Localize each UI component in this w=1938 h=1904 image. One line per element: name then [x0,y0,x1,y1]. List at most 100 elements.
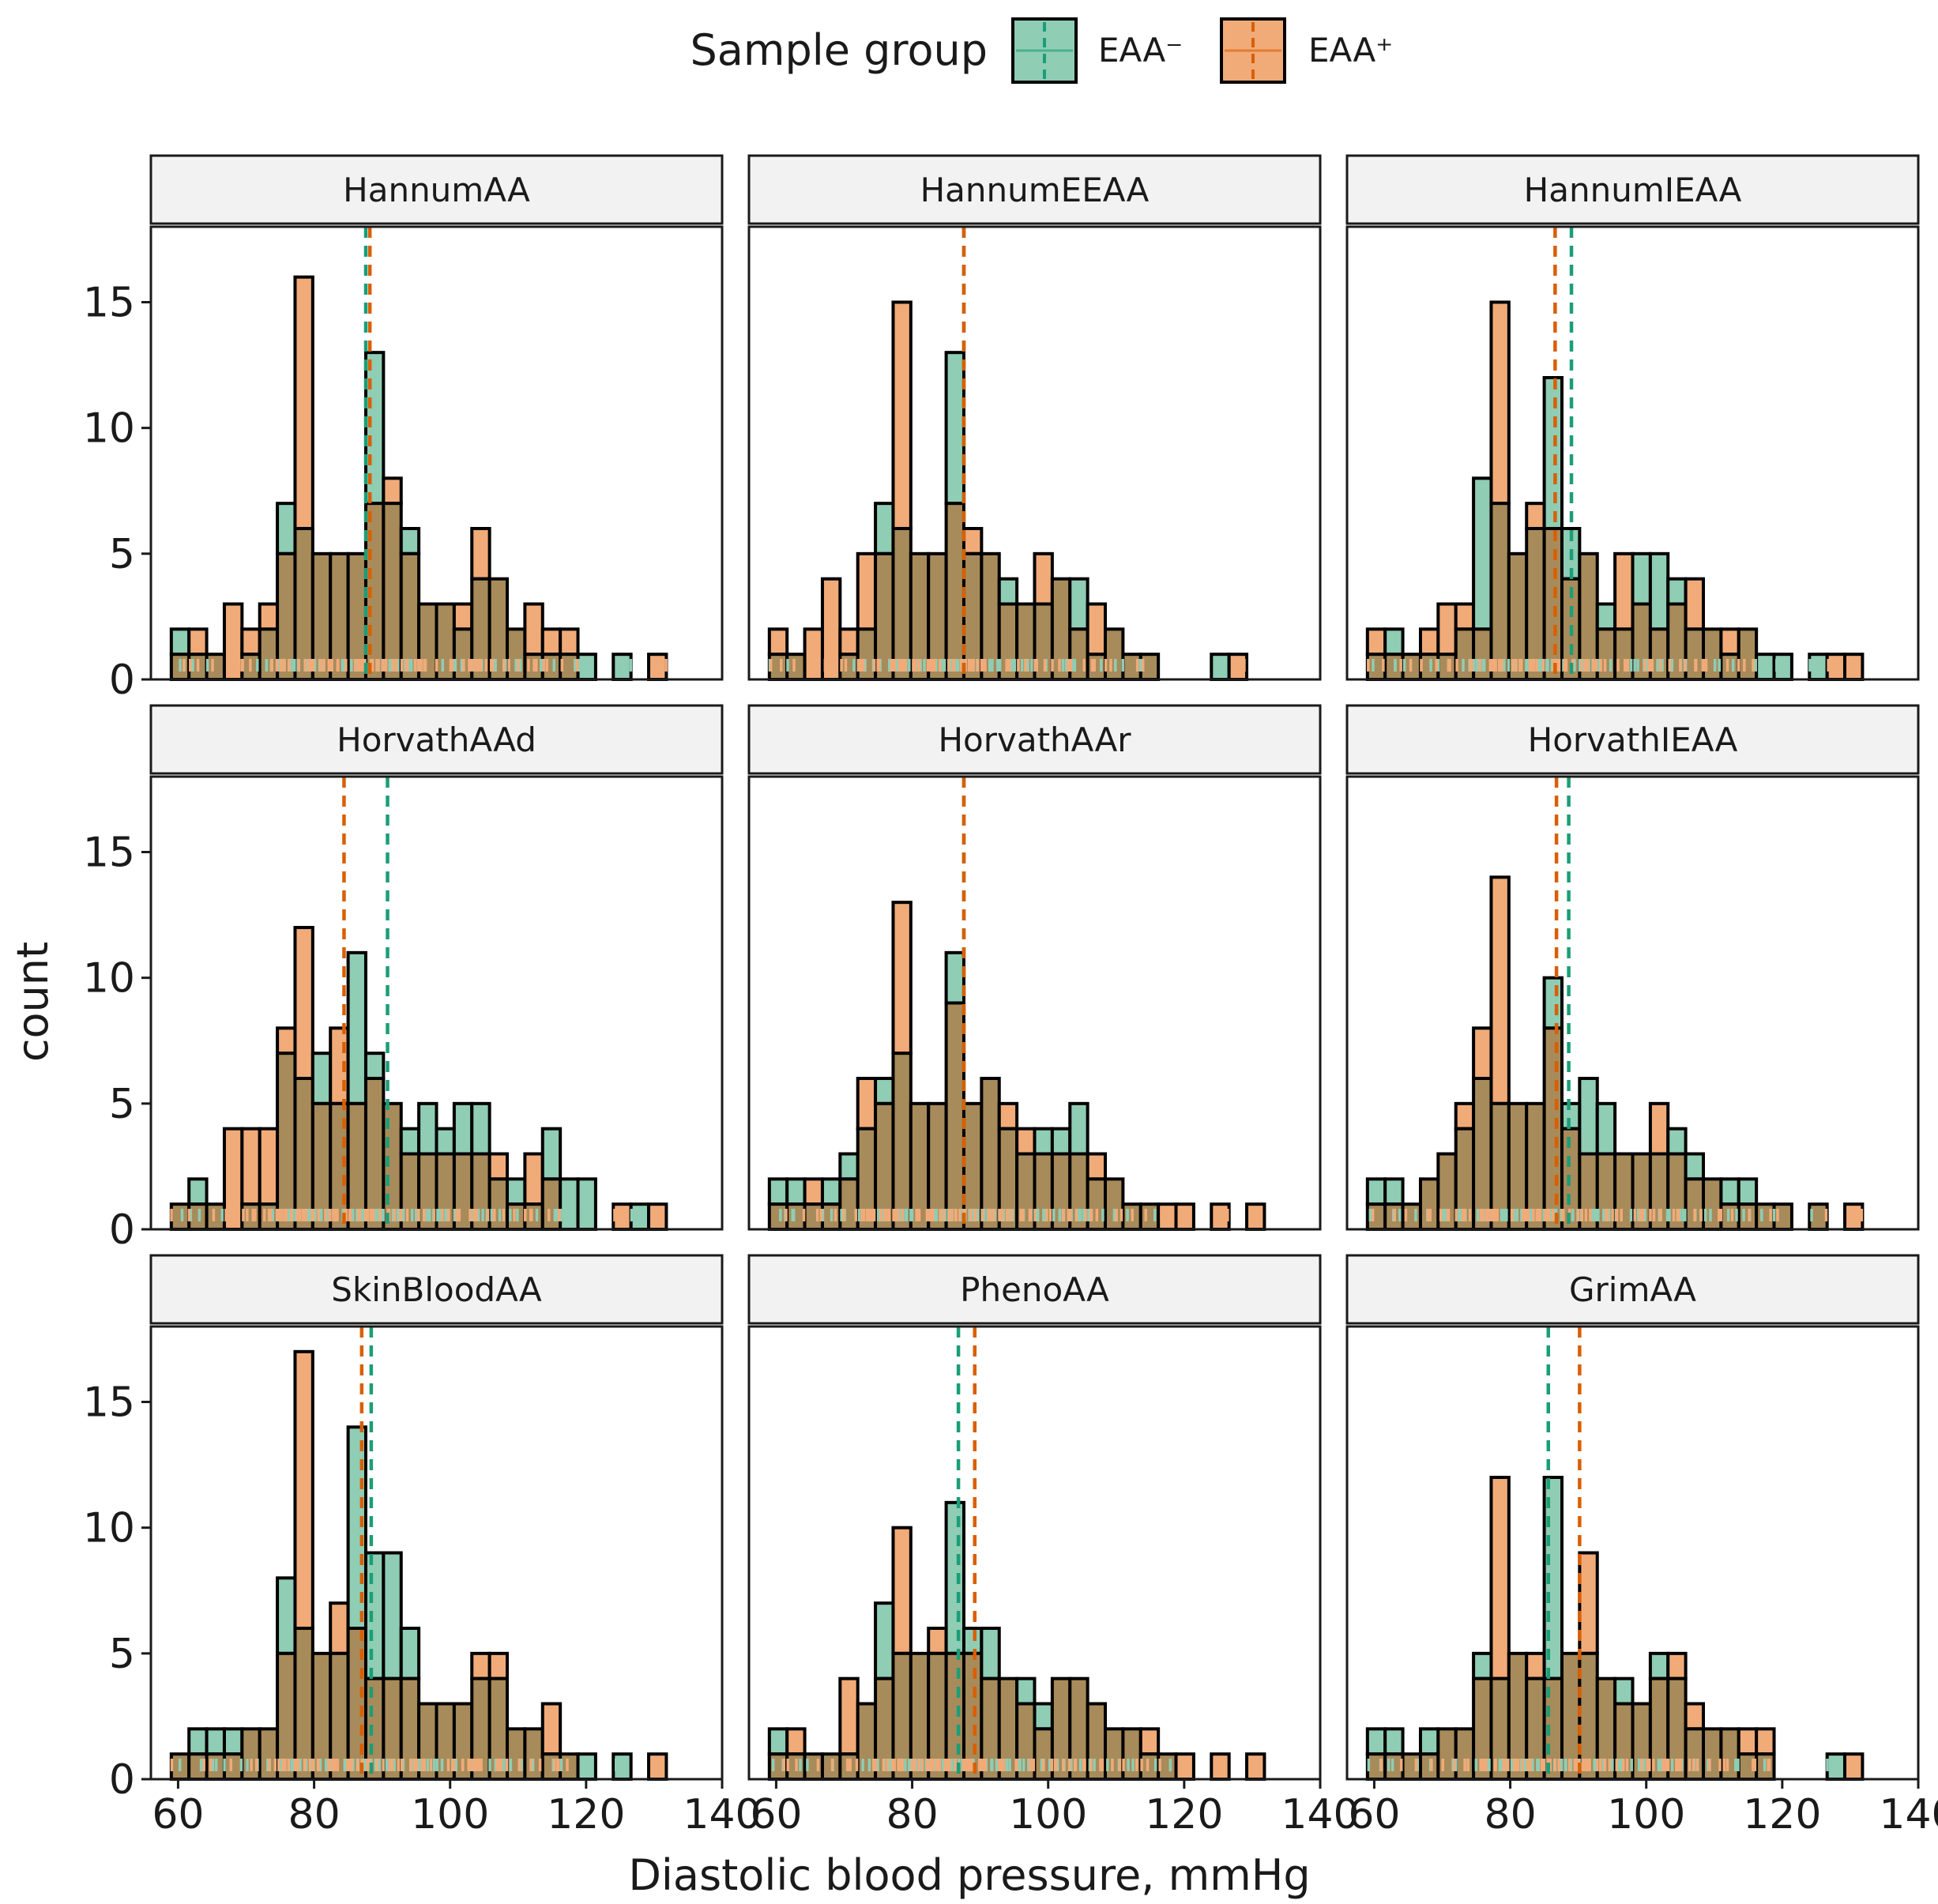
bar-eaa-neg-horvathaad-19 [506,1177,527,1206]
bar-eaa-neg-phenoaa-12 [980,1627,1001,1680]
bar-overlap-hannumaa-16 [452,627,474,681]
bar-overlap-horvathaar-10 [944,1001,965,1231]
y-tick-label-15: 15 [83,1379,135,1427]
panel-hannumeeaa: HannumEEAA [747,154,1322,682]
bar-eaa-pos-hannumeeaa-5 [856,551,878,631]
strip-horvathaar [747,704,1322,775]
bar-eaa-neg-hannumieaa-16 [1648,551,1670,631]
bar-overlap-grimaa-5 [1454,1727,1476,1781]
bar-overlap-grimaa-18 [1684,1727,1706,1781]
bar-eaa-neg-horvathieaa-13 [1595,1101,1617,1156]
strip-title-horvathaad: HorvathAAd [337,721,536,759]
bar-overlap-hannumieaa-7 [1489,502,1511,682]
bar-eaa-pos-skinbloodaa-9 [329,1601,350,1655]
bar-eaa-pos-phenoaa-4 [838,1676,860,1756]
bar-eaa-pos-skinbloodaa-21 [540,1702,563,1756]
bar-eaa-pos-horvathieaa-5 [1454,1101,1476,1131]
bar-eaa-neg-skinbloodaa-13 [399,1627,421,1680]
bar-eaa-pos-hannumeeaa-18 [1086,602,1108,657]
bar-eaa-neg-horvathaar-3 [820,1177,842,1206]
panel-border-phenoaa [747,1325,1322,1781]
bar-eaa-pos-hannumieaa-18 [1684,577,1706,631]
bar-eaa-neg-horvathaad-17 [470,1101,491,1156]
bar-eaa-pos-hannumaa-5 [258,602,280,631]
bar-overlap-horvathaar-19 [1104,1177,1125,1232]
panel-border-grimaa [1345,1325,1920,1781]
bar-eaa-pos-phenoaa-9 [927,1627,948,1655]
bar-eaa-neg-horvathieaa-18 [1684,1152,1706,1181]
x-axis-label: Diastolic blood pressure, mmHg [628,1850,1310,1900]
bar-eaa-pos-horvathaar-23 [1174,1202,1195,1231]
bar-eaa-pos-phenoaa-7 [891,1526,913,1655]
y-tick-label-5: 5 [109,1631,135,1678]
bar-eaa-neg-hannumeeaa-13 [997,577,1019,606]
bar-eaa-neg-horvathaad-13 [399,1127,421,1156]
bar-eaa-neg-skinbloodaa-12 [382,1551,403,1680]
bar-overlap-hannumieaa-21 [1737,627,1759,681]
bar-overlap-hannumaa-7 [293,527,314,681]
bar-overlap-horvathaad-6 [276,1052,297,1231]
x-tick-label-100: 100 [1009,1791,1087,1838]
bar-eaa-neg-phenoaa-14 [1015,1676,1037,1706]
bar-overlap-horvathaar-1 [785,1202,807,1231]
bar-overlap-horvathieaa-6 [1472,1077,1493,1231]
bar-eaa-pos-hannumieaa-9 [1525,502,1546,531]
bar-eaa-pos-skinbloodaa-7 [293,1349,314,1631]
bar-overlap-horvathaar-18 [1086,1177,1108,1232]
y-tick-label-0: 0 [109,1756,135,1804]
bar-overlap-skinbloodaa-5 [258,1727,280,1781]
bar-overlap-hannumeeaa-18 [1086,653,1108,682]
bar-eaa-pos-hannumeeaa-11 [961,527,984,555]
bar-eaa-neg-horvathieaa-21 [1737,1177,1759,1206]
bar-overlap-horvathaar-4 [838,1177,860,1232]
bar-eaa-neg-horvathaad-8 [310,1052,333,1105]
bar-eaa-neg-horvathaar-4 [838,1152,860,1181]
x-tick-label-100: 100 [411,1791,489,1838]
bar-eaa-pos-hannumieaa-5 [1454,602,1476,631]
bar-overlap-hannumeeaa-19 [1104,627,1125,681]
x-tick-label-120: 120 [1743,1791,1821,1838]
strip-grimaa [1345,1254,1920,1325]
bar-eaa-neg-grimaa-6 [1472,1651,1493,1680]
bar-eaa-neg-skinbloodaa-6 [276,1576,297,1655]
bar-eaa-pos-hannumieaa-14 [1613,551,1635,631]
bar-overlap-hannumeeaa-1 [785,653,807,682]
bar-eaa-pos-horvathaar-7 [891,901,913,1055]
bar-eaa-neg-horvathaar-16 [1050,1127,1072,1156]
panel-horvathaar: HorvathAAr [747,704,1322,1232]
bar-eaa-pos-horvathaad-6 [276,1026,297,1055]
bar-overlap-horvathieaa-18 [1684,1177,1706,1232]
legend-title: Sample group [691,25,988,75]
bar-overlap-hannumieaa-20 [1719,653,1740,682]
bar-eaa-pos-hannumaa-27 [647,653,668,682]
y-tick-label-10: 10 [83,1505,135,1552]
bar-overlap-horvathaad-20 [523,1202,544,1231]
strip-skinbloodaa [149,1254,724,1325]
x-tick-label-80: 80 [1484,1791,1536,1838]
x-tick-label-60: 60 [1348,1791,1400,1838]
bar-eaa-neg-horvathaar-1 [785,1177,807,1206]
bar-eaa-pos-hannumaa-22 [559,627,580,657]
bar-eaa-pos-grimaa-12 [1578,1551,1599,1655]
legend-label-neg: EAA⁻ [1098,31,1183,70]
bar-eaa-neg-horvathaar-0 [767,1177,789,1206]
bar-overlap-phenoaa-15 [1033,1727,1054,1781]
bar-eaa-neg-skinbloodaa-2 [205,1727,226,1756]
panel-border-hannumieaa [1345,225,1920,681]
bar-eaa-pos-phenoaa-1 [785,1727,807,1756]
x-tick-label-140: 140 [1281,1791,1359,1838]
panel-border-horvathieaa [1345,775,1920,1231]
bar-eaa-neg-hannumaa-13 [399,527,421,555]
x-tick-label-100: 100 [1607,1791,1685,1838]
bar-eaa-neg-grimaa-14 [1613,1676,1635,1706]
strip-horvathaad [149,704,724,775]
legend-label-pos: EAA⁺ [1308,31,1393,70]
bar-eaa-neg-horvathaad-16 [452,1101,474,1156]
bar-eaa-pos-hannumieaa-20 [1719,627,1740,657]
bar-eaa-pos-hannumaa-4 [240,627,262,657]
y-tick-label-0: 0 [109,1206,135,1254]
bar-eaa-neg-horvathieaa-17 [1666,1127,1688,1156]
x-tick-label-140: 140 [683,1791,761,1838]
y-tick-label-5: 5 [109,1081,135,1128]
